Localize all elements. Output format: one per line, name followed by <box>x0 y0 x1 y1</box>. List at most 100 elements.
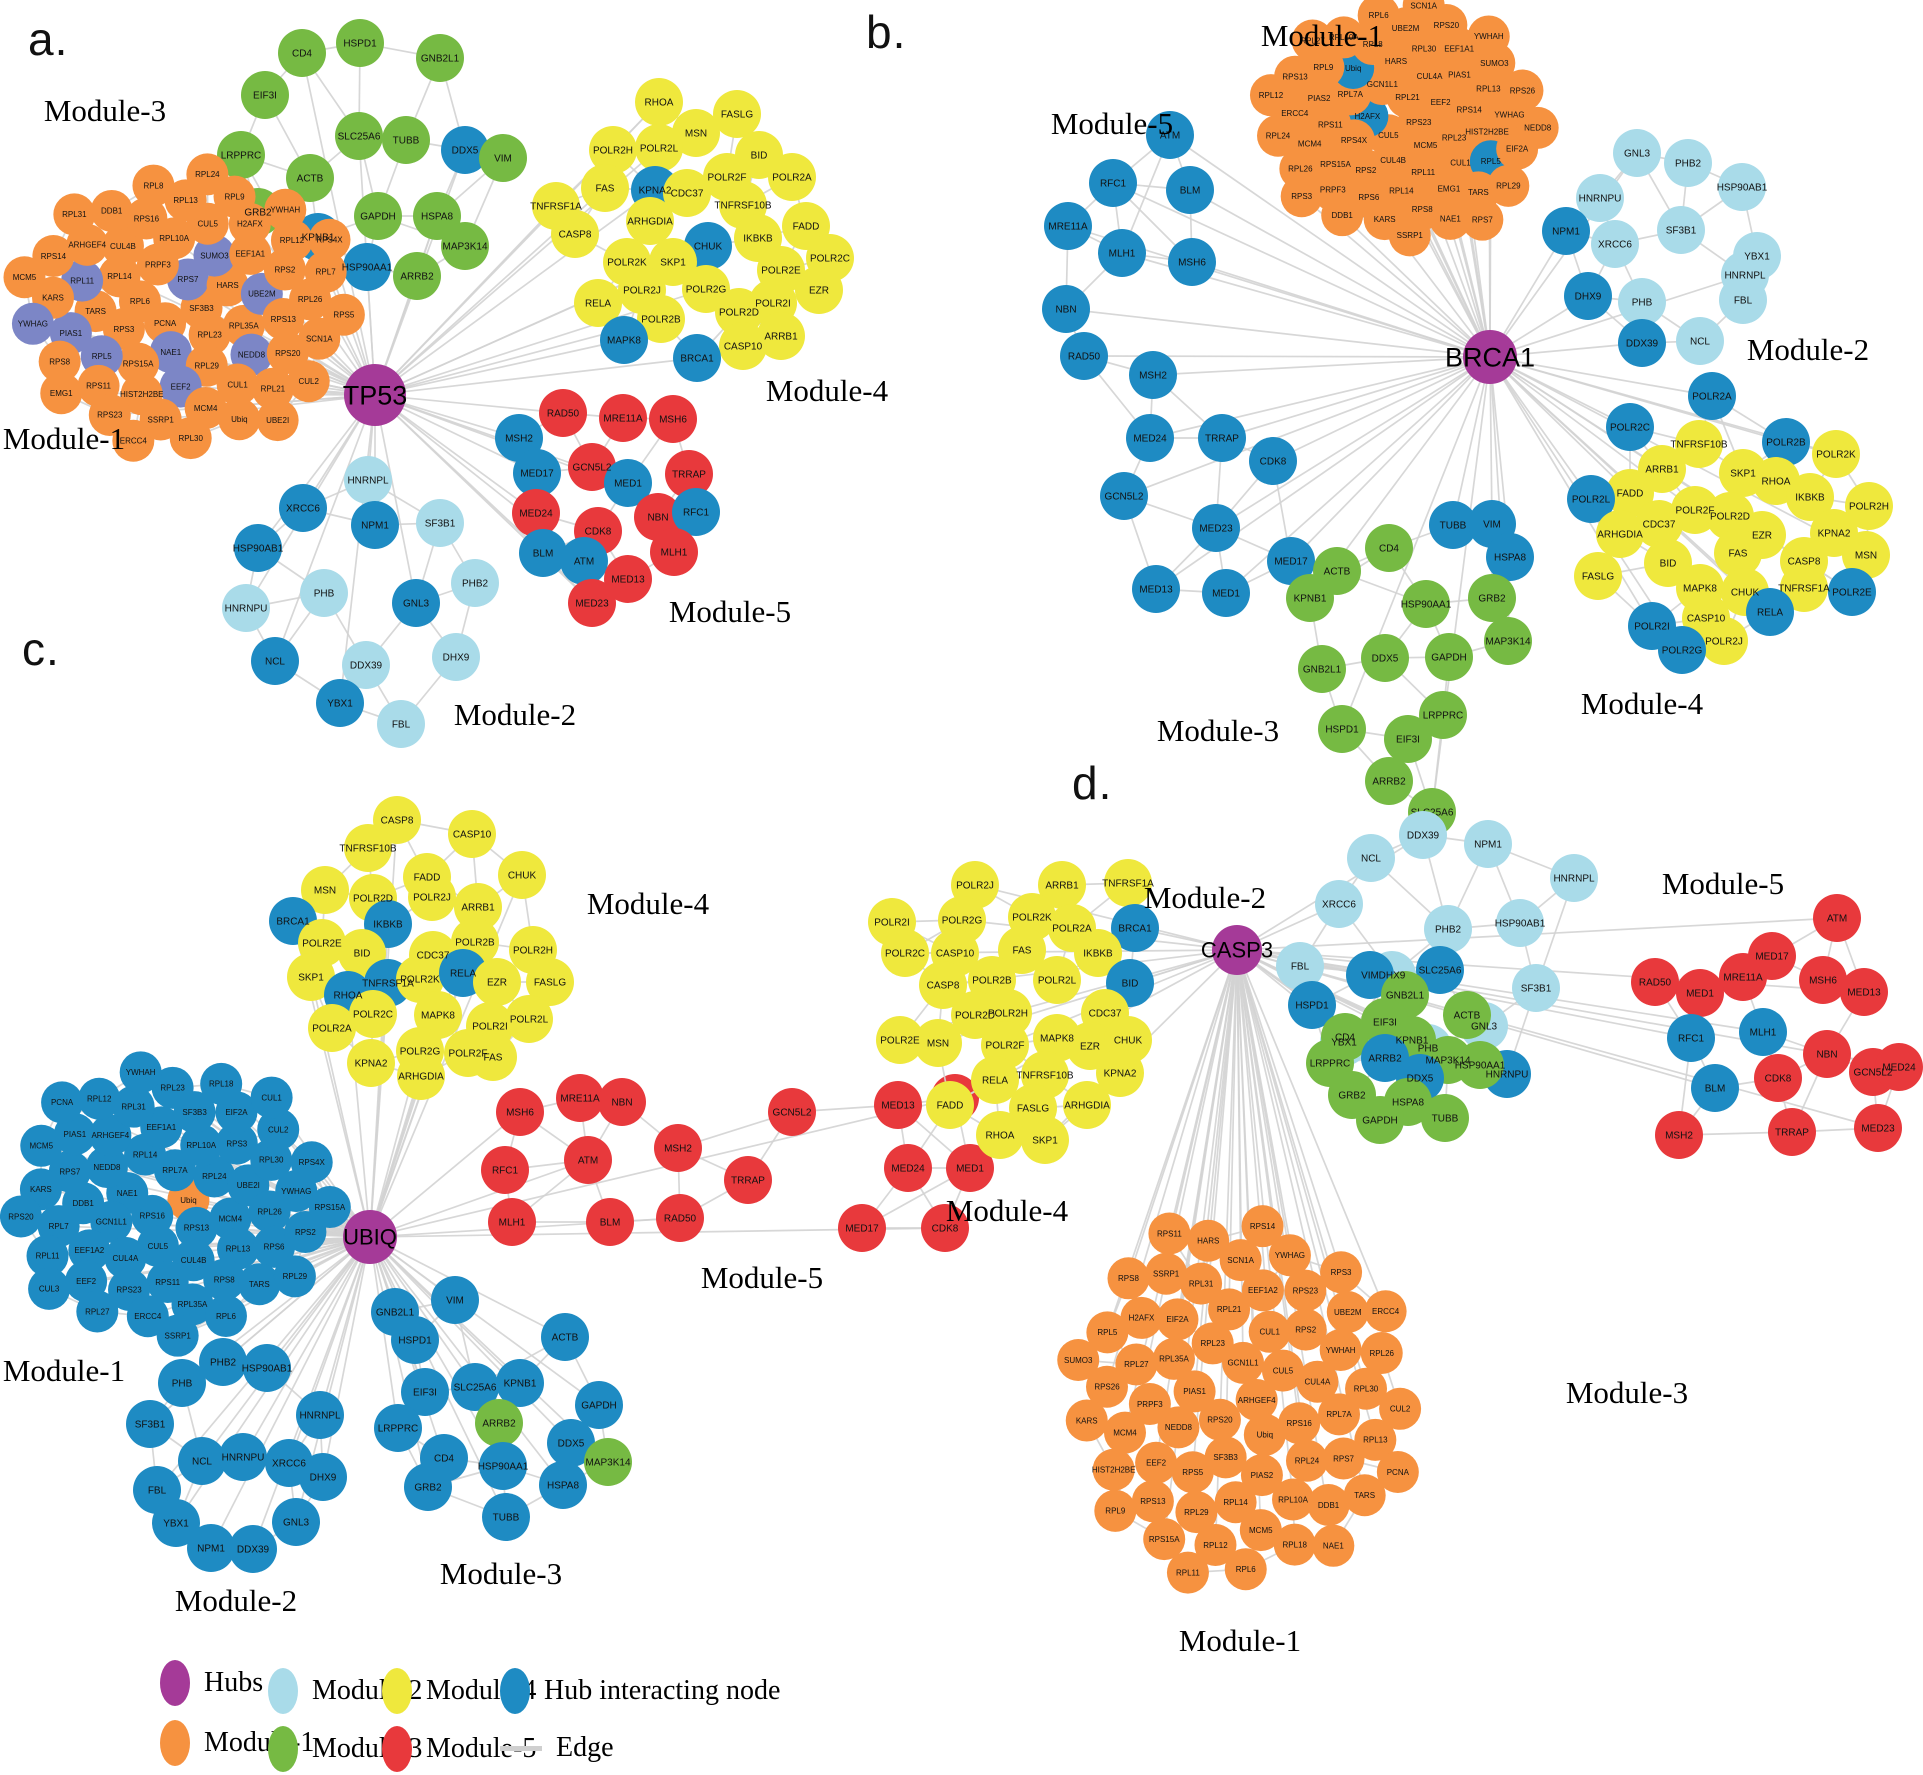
node-MED23[interactable] <box>1854 1104 1902 1152</box>
node-PHB2[interactable] <box>451 559 499 607</box>
node-RPL9[interactable] <box>1094 1489 1137 1532</box>
node-MED24[interactable] <box>1126 414 1174 462</box>
node-RPL18[interactable] <box>1273 1523 1316 1566</box>
node-MED24[interactable] <box>884 1144 932 1192</box>
node-FAS[interactable] <box>1714 529 1762 577</box>
node-DHX9[interactable] <box>432 633 480 681</box>
node-POLR2L[interactable] <box>505 995 553 1043</box>
node-MED1[interactable] <box>1676 969 1724 1017</box>
node-POLR2B[interactable] <box>1762 418 1810 466</box>
node-SKP1[interactable] <box>1021 1116 1069 1164</box>
node-BLM[interactable] <box>586 1198 634 1246</box>
node-TRRAP[interactable] <box>1198 414 1246 462</box>
node-BRCA1[interactable] <box>1111 904 1159 952</box>
node-RHOA[interactable] <box>976 1111 1024 1159</box>
node-NEDD8[interactable] <box>85 1145 128 1188</box>
node-MLH1[interactable] <box>650 528 698 576</box>
node-YWHAH[interactable] <box>1319 1328 1362 1371</box>
node-ERCC4[interactable] <box>1364 1290 1407 1333</box>
node-NPM1[interactable] <box>187 1524 235 1572</box>
hub-node-CASP3[interactable] <box>1212 925 1262 975</box>
node-MED1[interactable] <box>1202 569 1250 617</box>
node-RPS8[interactable] <box>203 1258 246 1301</box>
node-HSPD1[interactable] <box>1318 705 1366 753</box>
node-RPL27[interactable] <box>1291 19 1334 62</box>
node-SLC25A6[interactable] <box>451 1363 499 1411</box>
node-FASLG[interactable] <box>526 958 574 1006</box>
node-RPS5[interactable] <box>1171 1451 1214 1494</box>
node-RHOA[interactable] <box>635 78 683 126</box>
node-RPS6[interactable] <box>253 1225 296 1268</box>
node-LRPPRC[interactable] <box>1419 691 1467 739</box>
node-DDX39[interactable] <box>1618 319 1666 367</box>
node-RPS15A[interactable] <box>308 1186 351 1229</box>
node-DDB1[interactable] <box>1321 194 1364 237</box>
node-FAS[interactable] <box>581 164 629 212</box>
node-ARRB2[interactable] <box>1361 1034 1409 1082</box>
node-RPL24[interactable] <box>1285 1439 1328 1482</box>
node-RPL21[interactable] <box>1208 1288 1251 1331</box>
node-MED1[interactable] <box>946 1144 994 1192</box>
node-CUL2[interactable] <box>287 360 330 403</box>
hub-node-BRCA1[interactable] <box>1463 330 1517 384</box>
node-ARRB2[interactable] <box>475 1399 523 1447</box>
node-RPS20[interactable] <box>1198 1398 1241 1441</box>
node-RPL29[interactable] <box>273 1255 316 1298</box>
node-ACTB[interactable] <box>286 154 334 202</box>
node-NAE1[interactable] <box>149 331 192 374</box>
node-MED17[interactable] <box>513 449 561 497</box>
node-POLR2K[interactable] <box>1812 430 1860 478</box>
node-ARHGEF4[interactable] <box>1235 1379 1278 1421</box>
node-KPNB1[interactable] <box>1286 574 1334 622</box>
node-RAD50[interactable] <box>1060 332 1108 380</box>
node-RPL29[interactable] <box>1175 1491 1218 1534</box>
node-GNL3[interactable] <box>1613 129 1661 177</box>
node-SLC25A6[interactable] <box>335 112 383 160</box>
node-CHUK[interactable] <box>498 851 546 899</box>
node-XRCC6[interactable] <box>1591 220 1639 268</box>
node-RPL35A[interactable] <box>171 1283 214 1326</box>
node-TARS[interactable] <box>1343 1474 1386 1517</box>
node-MRE11A[interactable] <box>1044 202 1092 250</box>
node-RPS3[interactable] <box>1320 1251 1363 1294</box>
node-HSP90AB1[interactable] <box>1496 899 1544 947</box>
node-ARRB1[interactable] <box>757 312 805 360</box>
node-CUL2[interactable] <box>1379 1387 1422 1430</box>
node-SCN1A[interactable] <box>1219 1239 1262 1282</box>
node-NCL[interactable] <box>178 1437 226 1485</box>
node-MRE11A[interactable] <box>556 1074 604 1122</box>
node-RPL12[interactable] <box>1194 1523 1237 1566</box>
node-RPL10A[interactable] <box>1322 16 1365 59</box>
node-MED17[interactable] <box>1267 537 1315 585</box>
node-ATM[interactable] <box>1146 111 1194 159</box>
node-ARHGDIA[interactable] <box>626 197 674 245</box>
node-RPS8[interactable] <box>38 340 81 383</box>
node-MED23[interactable] <box>1192 504 1240 552</box>
node-CUL1[interactable] <box>216 363 259 406</box>
node-HNRNPL[interactable] <box>296 1391 344 1439</box>
node-GNL3[interactable] <box>392 579 440 627</box>
node-RPL12[interactable] <box>78 1077 121 1120</box>
node-CUL1[interactable] <box>1248 1310 1291 1353</box>
node-SF3B1[interactable] <box>1512 964 1560 1012</box>
node-MSH2[interactable] <box>1655 1111 1703 1159</box>
node-KPNB1[interactable] <box>496 1359 544 1407</box>
node-RPL5[interactable] <box>1086 1311 1129 1354</box>
node-SUMO3[interactable] <box>193 234 236 277</box>
node-SF3B3[interactable] <box>1204 1436 1247 1479</box>
node-RPL7A[interactable] <box>1318 1393 1361 1436</box>
node-ARRB2[interactable] <box>393 252 441 300</box>
node-POLR2G[interactable] <box>1658 626 1706 674</box>
node-RPL27[interactable] <box>1115 1343 1158 1386</box>
node-SKP1[interactable] <box>287 953 335 1001</box>
node-POLR2L[interactable] <box>1033 956 1081 1004</box>
node-CD4[interactable] <box>1365 524 1413 572</box>
node-HNRNPU[interactable] <box>222 584 270 632</box>
node-UBE2I[interactable] <box>256 399 299 442</box>
node-KARS[interactable] <box>1065 1399 1108 1442</box>
node-YBX1[interactable] <box>152 1499 200 1547</box>
node-HARS[interactable] <box>1187 1219 1230 1262</box>
node-HSPD1[interactable] <box>391 1316 439 1364</box>
node-CUL1[interactable] <box>250 1076 293 1119</box>
node-RFC1[interactable] <box>481 1146 529 1194</box>
